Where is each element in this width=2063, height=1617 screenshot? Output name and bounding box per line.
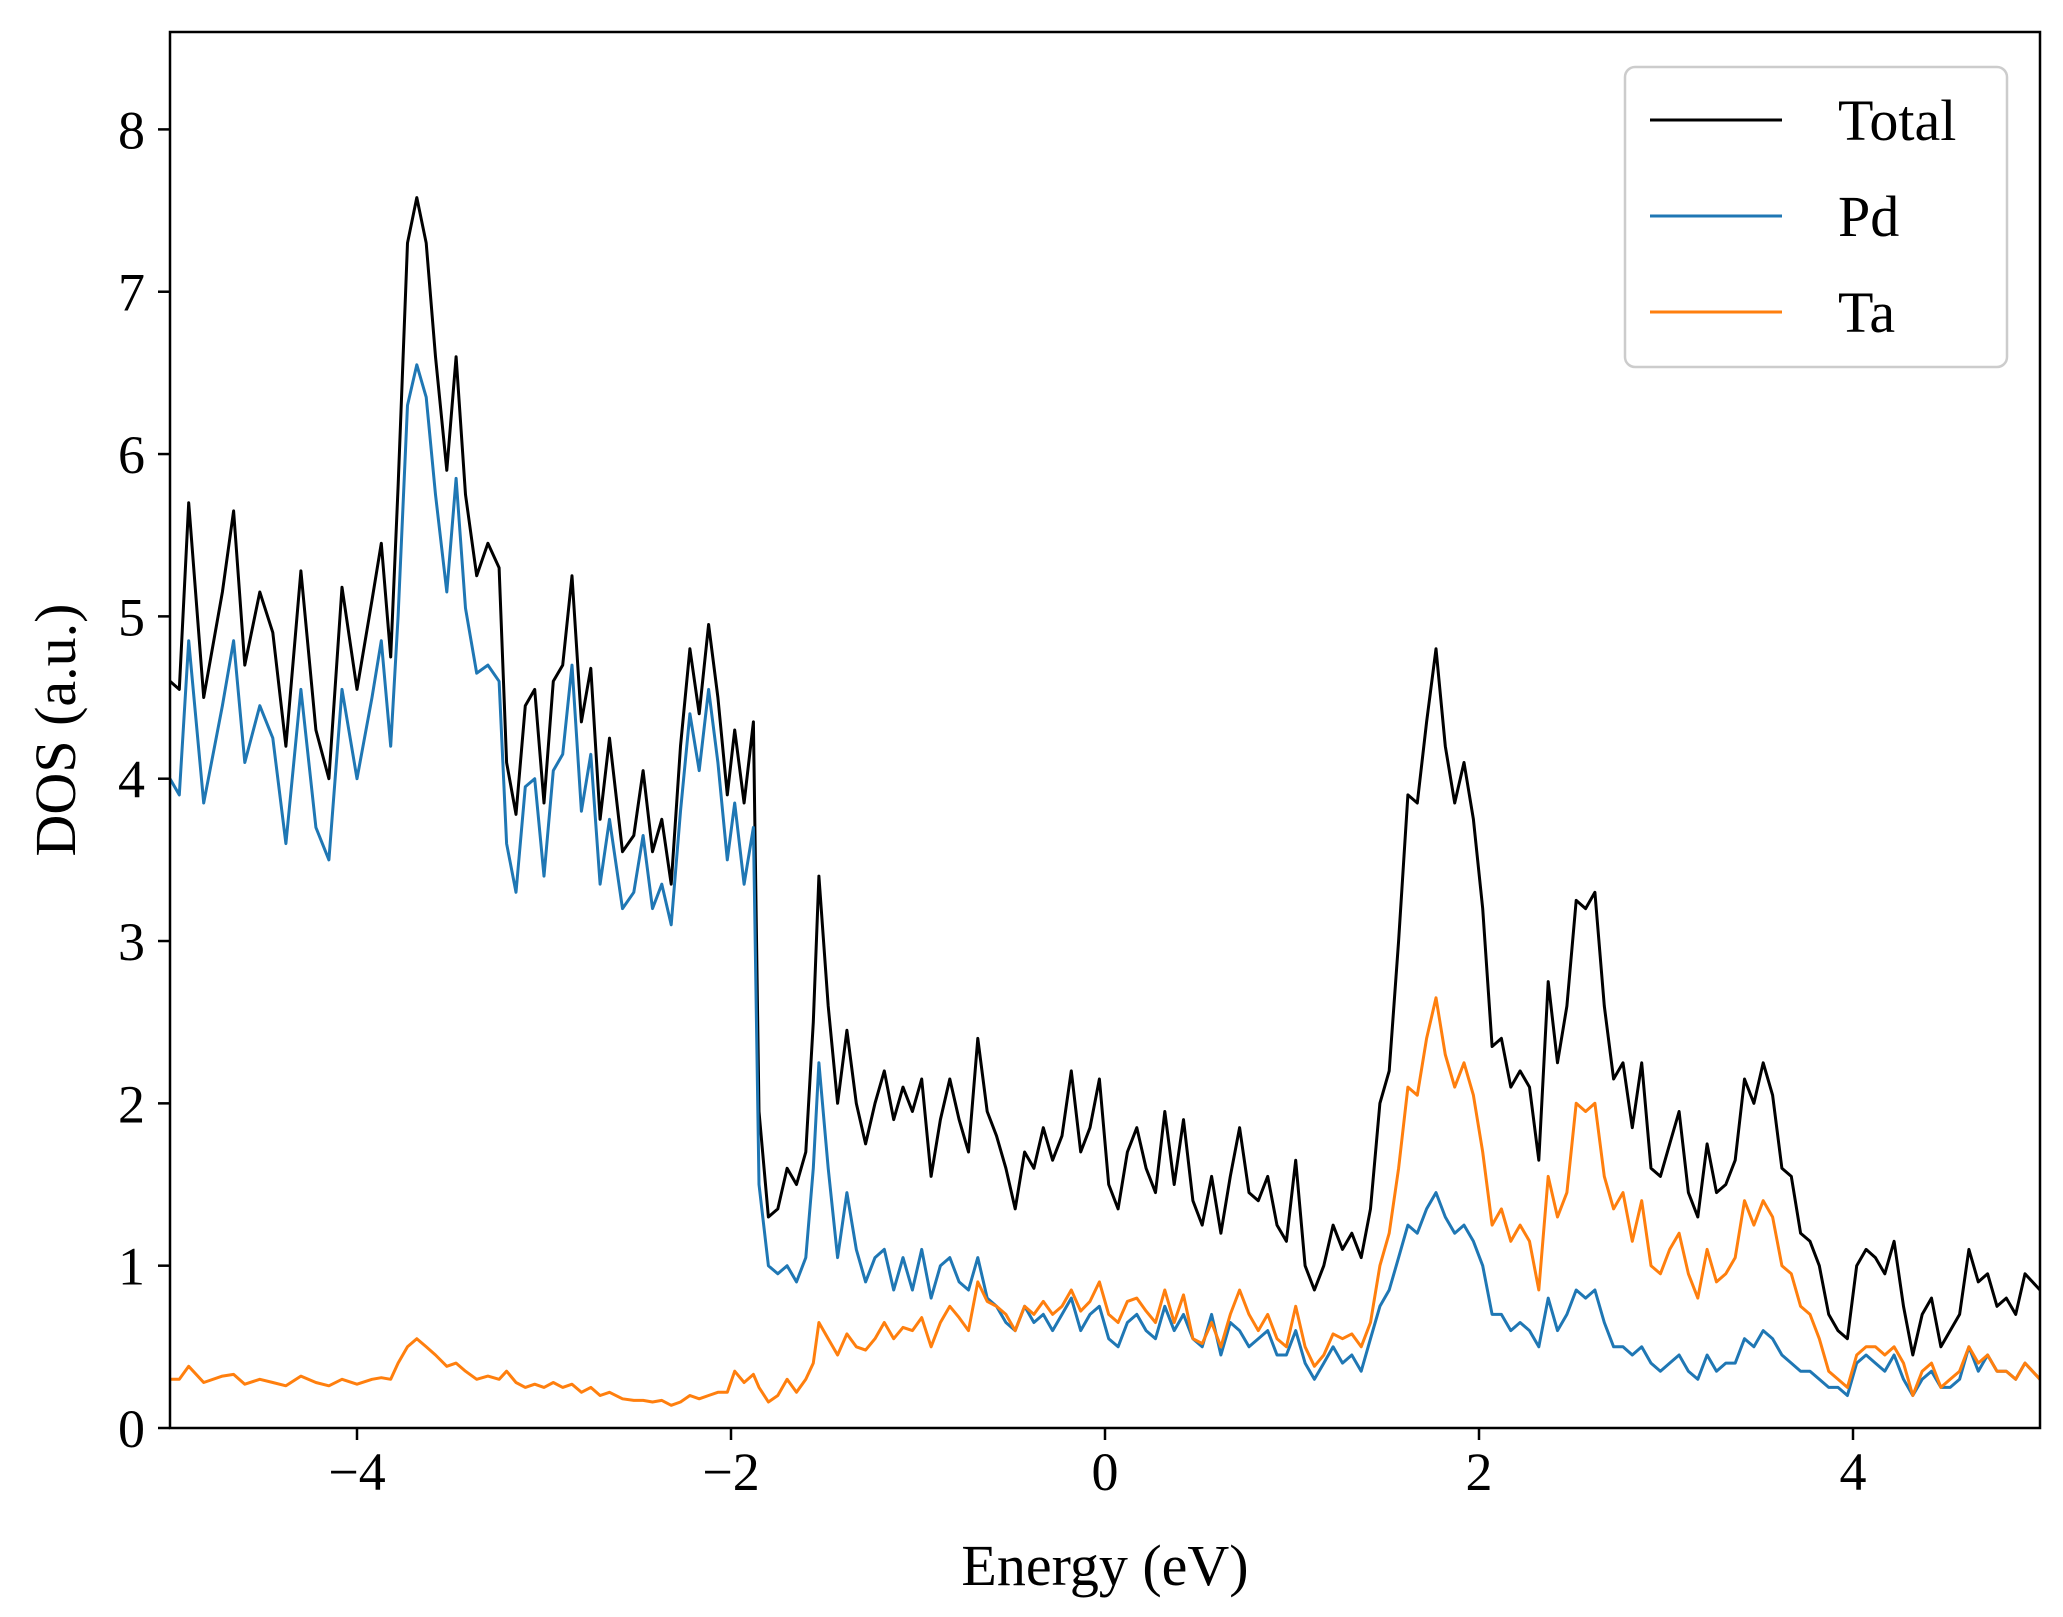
x-axis-label: Energy (eV)	[961, 1533, 1248, 1598]
y-tick-label: 0	[118, 1399, 145, 1459]
legend-label-ta: Ta	[1838, 280, 1895, 345]
y-tick-label: 2	[118, 1074, 145, 1134]
series-line-ta	[170, 996, 2042, 1407]
y-axis: 0 1 2 3 4 5 6 7 8	[118, 100, 170, 1459]
series-layer	[168, 196, 2042, 1407]
y-tick-label: 3	[118, 912, 145, 972]
legend-label-total: Total	[1838, 88, 1956, 153]
series-line-pd	[168, 363, 2042, 1397]
y-tick-label: 8	[118, 100, 145, 160]
x-tick-label: 4	[1840, 1442, 1867, 1502]
y-tick-label: 7	[118, 263, 145, 323]
x-tick-label: 2	[1466, 1442, 1493, 1502]
y-tick-label: 5	[118, 587, 145, 647]
x-axis: −4 −2 0 2 4	[328, 1428, 1867, 1502]
x-tick-label: 0	[1092, 1442, 1119, 1502]
legend-label-pd: Pd	[1838, 184, 1899, 249]
y-tick-label: 1	[118, 1237, 145, 1297]
x-tick-label: −2	[702, 1442, 759, 1502]
legend-box	[1623, 65, 2009, 369]
y-tick-label: 4	[118, 750, 145, 810]
x-tick-label: −4	[328, 1442, 385, 1502]
series-line-total	[169, 196, 2042, 1357]
y-tick-label: 6	[118, 425, 145, 485]
y-axis-label: DOS (a.u.)	[23, 604, 88, 857]
legend: Total Pd Ta	[1623, 65, 2009, 369]
